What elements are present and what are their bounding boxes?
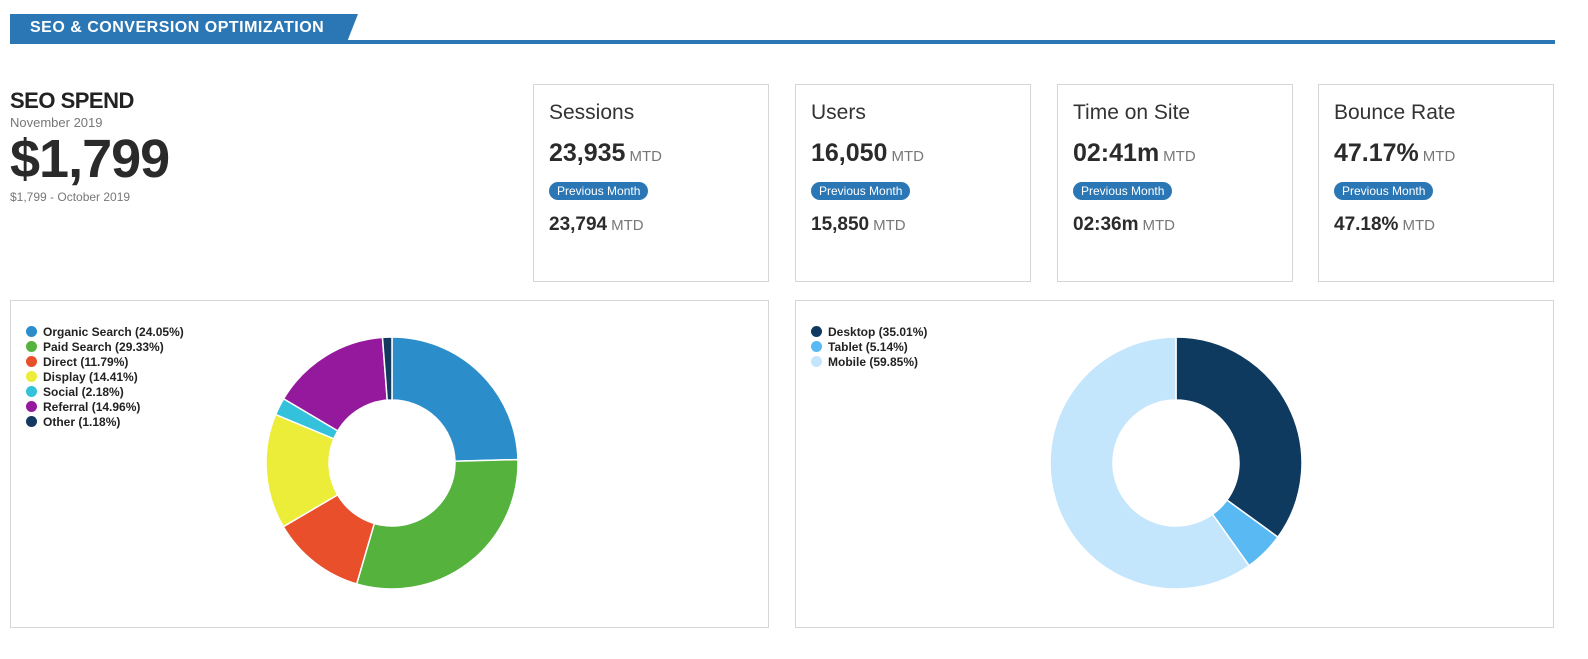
donut-slice-organic-search[interactable] xyxy=(391,336,519,463)
donut-slice-desktop[interactable] xyxy=(1175,336,1303,539)
legend-item[interactable]: Referral (14.96%) xyxy=(26,400,184,415)
legend-item[interactable]: Mobile (59.85%) xyxy=(811,355,927,370)
legend-item[interactable]: Organic Search (24.05%) xyxy=(26,325,184,340)
kpi-previous-value: 02:36m MTD xyxy=(1073,214,1277,236)
kpi-value-text: 23,935 xyxy=(549,139,626,167)
kpi-value: 02:41m MTD xyxy=(1073,139,1277,168)
kpi-label: Sessions xyxy=(549,101,635,124)
legend-item[interactable]: Display (14.41%) xyxy=(26,370,184,385)
legend-dot-icon xyxy=(26,416,37,427)
kpi-value: 23,935 MTD xyxy=(549,139,753,168)
kpi-previous-value: 23,794 MTD xyxy=(549,214,753,236)
header-rule xyxy=(10,40,1555,44)
legend-item[interactable]: Paid Search (29.33%) xyxy=(26,340,184,355)
legend-label: Referral (14.96%) xyxy=(43,400,141,414)
kpi-previous-value-text: 23,794 xyxy=(549,214,608,235)
kpi-card-time-on-site: Time on Site 02:41m MTD Previous Month 02… xyxy=(1057,84,1293,282)
legend-dot-icon xyxy=(26,356,37,367)
kpi-previous-value-text: 47.18% xyxy=(1334,214,1399,235)
kpi-value: 16,050 MTD xyxy=(811,139,1015,168)
legend-item[interactable]: Direct (11.79%) xyxy=(26,355,184,370)
legend-item[interactable]: Desktop (35.01%) xyxy=(811,325,927,340)
kpi-unit: MTD xyxy=(1163,148,1196,165)
legend-label: Desktop (35.01%) xyxy=(828,325,928,339)
legend-item[interactable]: Social (2.18%) xyxy=(26,385,184,400)
seo-spend-previous: $1,799 - October 2019 xyxy=(10,190,131,204)
kpi-unit: MTD xyxy=(1422,148,1456,165)
kpi-previous-value-text: 15,850 xyxy=(811,214,870,235)
section-header: SEO & CONVERSION OPTIMIZATION xyxy=(10,14,1555,44)
seo-spend-amount: $1,799 xyxy=(10,129,170,189)
kpi-previous-unit: MTD xyxy=(873,217,906,234)
kpi-card-bounce-rate: Bounce Rate 47.17% MTD Previous Month 47.… xyxy=(1318,84,1554,282)
seo-spend-block: SEO SPEND November 2019 $1,799 $1,799 - … xyxy=(10,88,170,204)
kpi-previous-value: 15,850 MTD xyxy=(811,214,1015,236)
legend-dot-icon xyxy=(811,341,822,352)
previous-month-badge: Previous Month xyxy=(1334,182,1434,200)
kpi-previous-unit: MTD xyxy=(611,217,644,234)
kpi-card-sessions: Sessions 23,935 MTD Previous Month 23,794… xyxy=(533,84,769,282)
kpi-label: Bounce Rate xyxy=(1334,101,1456,124)
legend-label: Tablet (5.14%) xyxy=(828,340,908,354)
legend-dot-icon xyxy=(811,356,822,367)
channel-donut-chart xyxy=(265,336,519,590)
channel-chart-panel: Organic Search (24.05%) Paid Search (29.3… xyxy=(10,300,769,628)
channel-chart-legend: Organic Search (24.05%) Paid Search (29.3… xyxy=(26,325,184,430)
previous-month-badge: Previous Month xyxy=(1073,182,1173,200)
kpi-unit: MTD xyxy=(891,148,924,165)
kpi-value-text: 02:41m xyxy=(1073,139,1160,167)
device-chart-legend: Desktop (35.01%) Tablet (5.14%) Mobile (59… xyxy=(811,325,927,370)
donut-slice-paid-search[interactable] xyxy=(355,458,519,590)
legend-label: Organic Search (24.05%) xyxy=(43,325,184,339)
previous-month-badge: Previous Month xyxy=(811,182,911,200)
donut-slice-other[interactable] xyxy=(381,336,393,401)
section-title: SEO & CONVERSION OPTIMIZATION xyxy=(10,14,358,42)
legend-dot-icon xyxy=(26,326,37,337)
device-chart-panel: Desktop (35.01%) Tablet (5.14%) Mobile (59… xyxy=(795,300,1554,628)
legend-label: Mobile (59.85%) xyxy=(828,355,919,369)
donut-slice-mobile[interactable] xyxy=(1049,336,1251,590)
kpi-label: Time on Site xyxy=(1073,101,1191,124)
legend-item[interactable]: Other (1.18%) xyxy=(26,415,184,430)
kpi-value: 47.17% MTD xyxy=(1334,139,1538,168)
kpi-value-text: 47.17% xyxy=(1334,139,1419,167)
legend-dot-icon xyxy=(26,386,37,397)
kpi-previous-value: 47.18% MTD xyxy=(1334,214,1538,236)
legend-label: Direct (11.79%) xyxy=(43,355,129,369)
kpi-unit: MTD xyxy=(629,148,662,165)
legend-dot-icon xyxy=(811,326,822,337)
seo-spend-title: SEO SPEND xyxy=(10,88,134,113)
kpi-card-users: Users 16,050 MTD Previous Month 15,850 MTD xyxy=(795,84,1031,282)
legend-label: Other (1.18%) xyxy=(43,415,121,429)
previous-month-badge: Previous Month xyxy=(549,182,649,200)
legend-dot-icon xyxy=(26,341,37,352)
kpi-value-text: 16,050 xyxy=(811,139,888,167)
legend-dot-icon xyxy=(26,371,37,382)
legend-dot-icon xyxy=(26,401,37,412)
kpi-label: Users xyxy=(811,101,866,124)
legend-label: Paid Search (29.33%) xyxy=(43,340,164,354)
kpi-previous-unit: MTD xyxy=(1142,217,1176,234)
device-donut-chart xyxy=(1049,336,1303,590)
kpi-previous-unit: MTD xyxy=(1402,217,1435,234)
seo-spend-period: November 2019 xyxy=(10,115,103,130)
legend-label: Display (14.41%) xyxy=(43,370,138,384)
legend-label: Social (2.18%) xyxy=(43,385,124,399)
kpi-previous-value-text: 02:36m xyxy=(1073,214,1139,235)
legend-item[interactable]: Tablet (5.14%) xyxy=(811,340,927,355)
